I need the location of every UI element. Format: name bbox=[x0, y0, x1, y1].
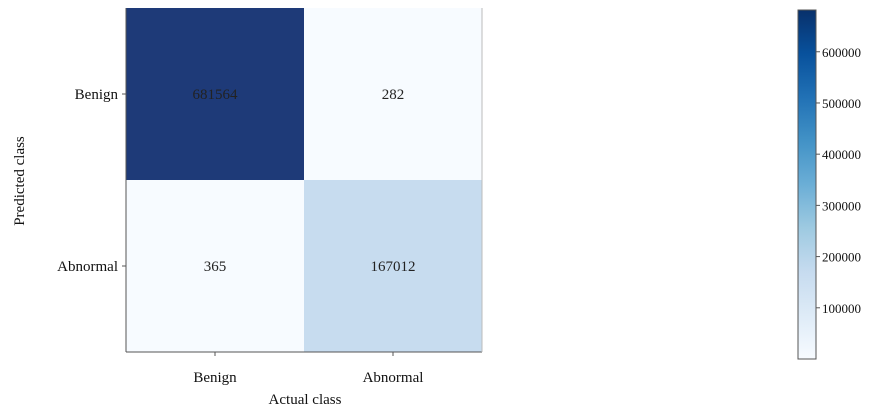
x-axis-ticks: Benign Abnormal bbox=[193, 352, 423, 386]
y-tick-label: Abnormal bbox=[57, 259, 118, 275]
colorbar-tick-label: 500000 bbox=[822, 96, 861, 111]
heatmap-cell bbox=[304, 8, 482, 180]
colorbar-ticks: 100000 200000 300000 400000 500000 600000 bbox=[816, 45, 861, 316]
colorbar-tick-label: 200000 bbox=[822, 250, 861, 265]
colorbar-tick-label: 600000 bbox=[822, 45, 861, 60]
cell-value-label: 681564 bbox=[193, 87, 239, 103]
heatmap-cells bbox=[126, 8, 482, 352]
heatmap-values: 681564 282 365 167012 bbox=[193, 87, 416, 275]
colorbar-tick-label: 400000 bbox=[822, 147, 861, 162]
x-axis-label: Actual class bbox=[269, 392, 342, 408]
colorbar-tick-label: 300000 bbox=[822, 198, 861, 213]
heatmap-cell bbox=[126, 180, 304, 352]
y-axis-label: Predicted class bbox=[12, 136, 28, 226]
x-tick-label: Benign bbox=[193, 370, 237, 386]
heatmap-cell bbox=[304, 180, 482, 352]
x-tick-label: Abnormal bbox=[363, 370, 424, 386]
y-axis-ticks: Benign Abnormal bbox=[57, 87, 126, 275]
colorbar-tick-label: 100000 bbox=[822, 301, 861, 316]
axes-frame bbox=[125, 8, 483, 353]
colorbar bbox=[797, 9, 817, 360]
cell-value-label: 282 bbox=[382, 87, 405, 103]
heatmap-cell bbox=[126, 8, 304, 180]
y-tick-label: Benign bbox=[75, 87, 119, 103]
cell-value-label: 167012 bbox=[371, 259, 416, 275]
cell-value-label: 365 bbox=[204, 259, 227, 275]
